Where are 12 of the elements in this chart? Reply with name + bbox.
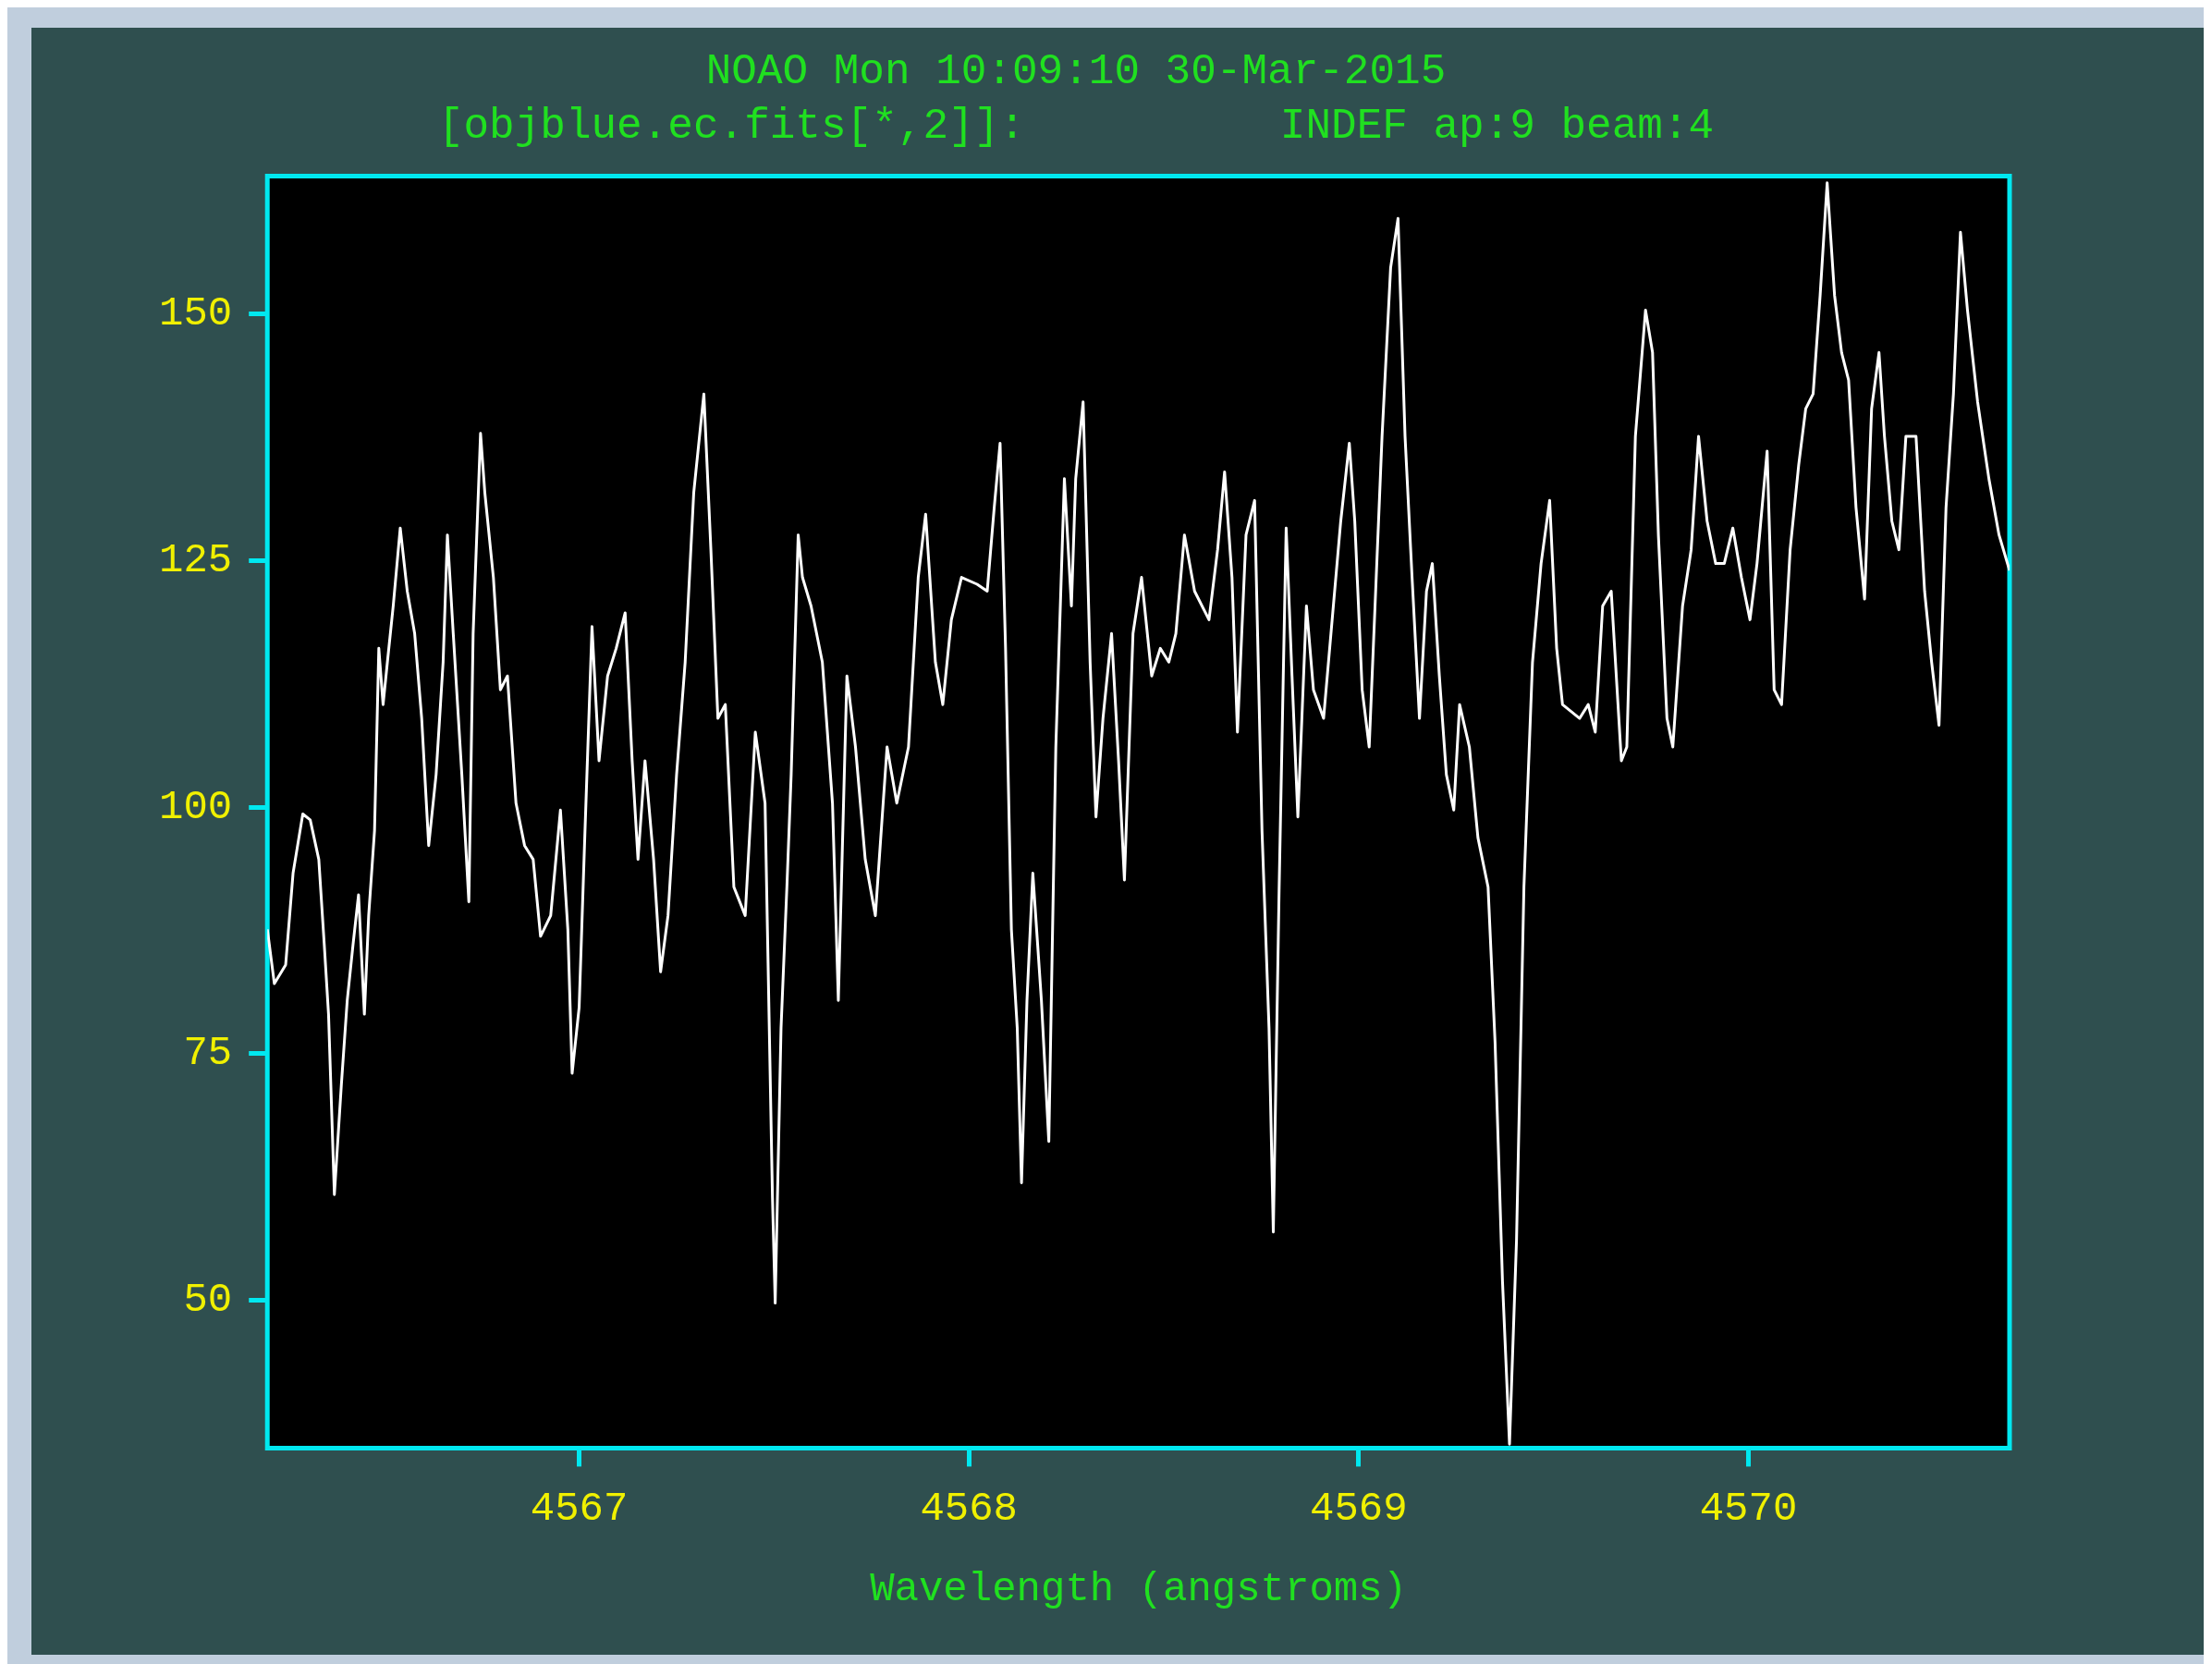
x-tick-label: 4568 xyxy=(920,1486,1018,1533)
y-tick-label: 150 xyxy=(158,290,233,337)
y-tick-label: 125 xyxy=(158,537,233,584)
chart-subtitle: [objblue.ec.fits[*,2]]: INDEF ap:9 beam:4 xyxy=(437,102,1715,151)
y-tick-label: 100 xyxy=(158,783,233,830)
x-tick-label: 4569 xyxy=(1310,1486,1408,1533)
chart-title: NOAO Mon 10:09:10 30-Mar-2015 xyxy=(705,47,1447,96)
x-axis-title: Wavelength (angstroms) xyxy=(870,1566,1408,1613)
y-tick-label: 50 xyxy=(183,1277,233,1324)
x-tick-label: 4570 xyxy=(1699,1486,1798,1533)
y-tick-label: 75 xyxy=(183,1030,233,1077)
x-tick-label: 4567 xyxy=(530,1486,629,1533)
